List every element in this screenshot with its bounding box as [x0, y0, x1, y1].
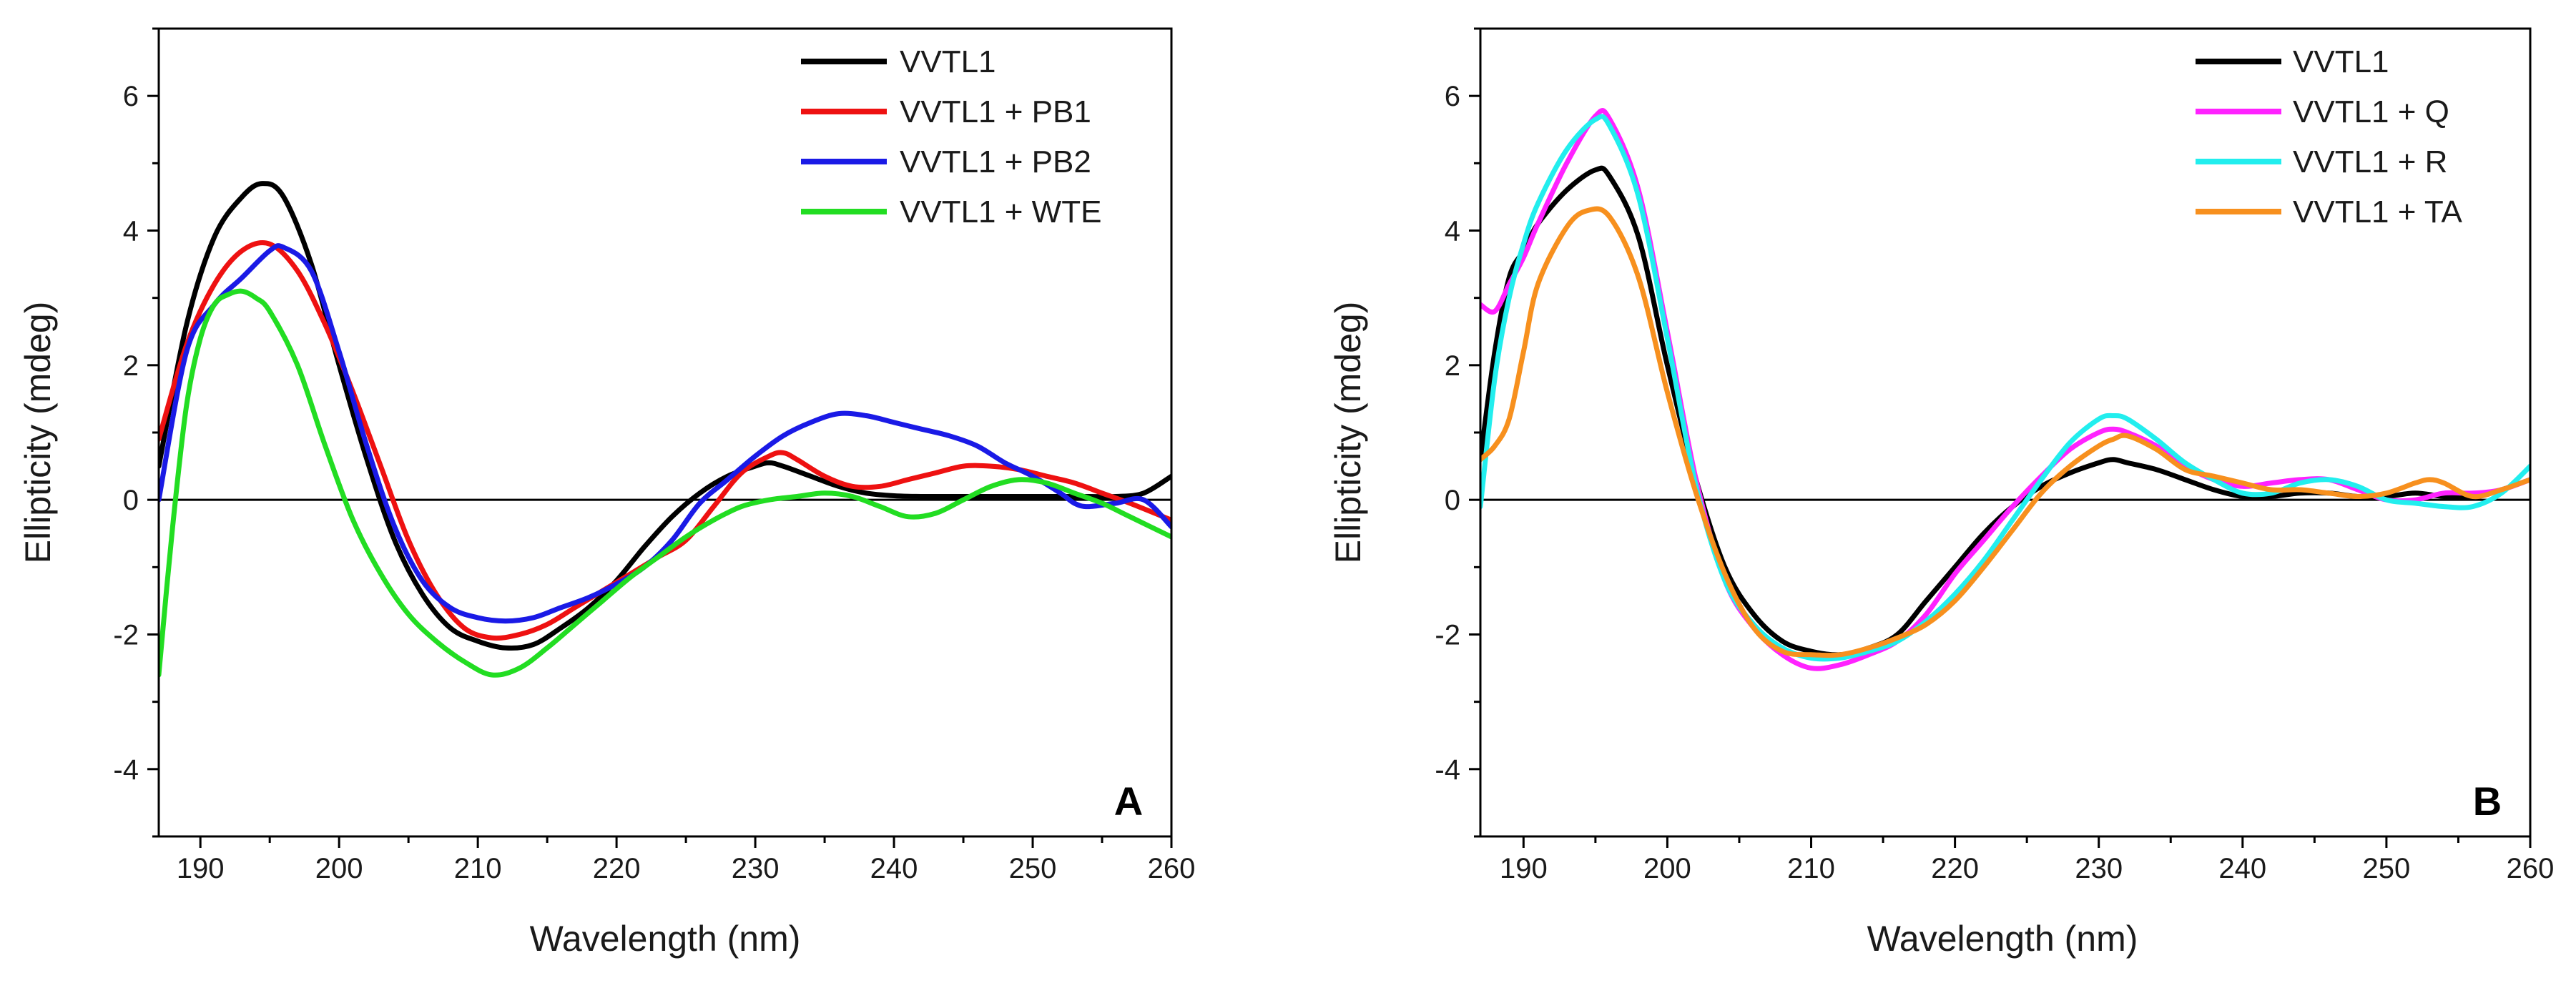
series-layer	[159, 181, 1171, 678]
x-tick-label: 210	[454, 853, 502, 884]
series-line-vvtl1-r	[1480, 114, 2530, 662]
series-line-vvtl1-ta	[1480, 206, 2530, 658]
x-tick-label: 200	[1643, 853, 1691, 884]
x-tick-label: 190	[177, 853, 225, 884]
y-axis-title: Ellipticity (mdeg)	[1328, 302, 1368, 564]
y-tick-label: -2	[113, 620, 139, 651]
y-tick-label: 6	[1445, 81, 1460, 112]
x-tick-label: 230	[2075, 853, 2123, 884]
plot-frame	[157, 27, 1173, 838]
chart-panel-b: 190 200 210 220 230 240 250 260 -4 -2 0 2 4 6 Ellipti…	[1328, 27, 2555, 959]
chart-panel-a: 190 200 210 220 230 240 250 260 -4 -2 0 2 4 6 Ellipti…	[18, 27, 1196, 959]
y-tick-label: 6	[123, 81, 139, 112]
legend: VVTL1 VVTL1 + PB1 VVTL1 + PB2 VVTL1 + WT…	[801, 44, 1101, 229]
y-tick-label: 2	[123, 350, 139, 382]
x-tick-label: 240	[2218, 853, 2266, 884]
x-axis-title: Wavelength (nm)	[530, 919, 801, 959]
legend-label-vvtl1-q: VVTL1 + Q	[2293, 94, 2449, 129]
legend-label-vvtl1-pb1: VVTL1 + PB1	[900, 94, 1091, 129]
y-axis-title: Ellipticity (mdeg)	[18, 302, 58, 564]
series-line-vvtl1-wte	[159, 288, 1171, 678]
x-tick-label: 260	[1148, 853, 1196, 884]
x-tick-label: 250	[2363, 853, 2411, 884]
x-axis-title: Wavelength (nm)	[1867, 919, 2138, 959]
legend-label-vvtl1-pb2: VVTL1 + PB2	[900, 144, 1091, 179]
y-tick-label: -2	[1435, 620, 1460, 651]
x-tick-label: 230	[732, 853, 780, 884]
x-tick-label: 220	[1931, 853, 1979, 884]
legend-label-vvtl1: VVTL1	[900, 44, 996, 79]
y-tick-label: 4	[1445, 216, 1460, 247]
series-layer	[1480, 108, 2530, 671]
x-tick-label: 190	[1500, 853, 1548, 884]
y-tick-label: -4	[113, 754, 139, 786]
x-tick-label: 240	[870, 853, 918, 884]
legend-label-vvtl1-ta: VVTL1 + TA	[2293, 194, 2462, 229]
panel-label: B	[2473, 779, 2502, 824]
y-tick-label: 0	[1445, 485, 1460, 516]
ticks-layer: 190 200 210 220 230 240 250 260 -4 -2 0 2 4 6	[1435, 27, 2555, 884]
x-tick-label: 210	[1787, 853, 1835, 884]
legend-label-vvtl1-wte: VVTL1 + WTE	[900, 194, 1101, 229]
legend: VVTL1 VVTL1 + Q VVTL1 + R VVTL1 + TA	[2196, 44, 2462, 229]
y-tick-label: 2	[1445, 350, 1460, 382]
x-tick-label: 220	[593, 853, 641, 884]
ticks-layer: 190 200 210 220 230 240 250 260 -4 -2 0 2 4 6	[113, 27, 1196, 884]
y-tick-label: 0	[123, 485, 139, 516]
x-tick-label: 260	[2507, 853, 2555, 884]
y-tick-label: -4	[1435, 754, 1460, 786]
y-tick-label: 4	[123, 216, 139, 247]
x-tick-label: 250	[1009, 853, 1057, 884]
plot-frame	[1479, 27, 2532, 838]
series-line-vvtl1	[159, 181, 1171, 651]
legend-label-vvtl1-r: VVTL1 + R	[2293, 144, 2447, 179]
legend-label-vvtl1: VVTL1	[2293, 44, 2389, 79]
x-tick-label: 200	[315, 853, 363, 884]
panel-label: A	[1114, 779, 1143, 824]
